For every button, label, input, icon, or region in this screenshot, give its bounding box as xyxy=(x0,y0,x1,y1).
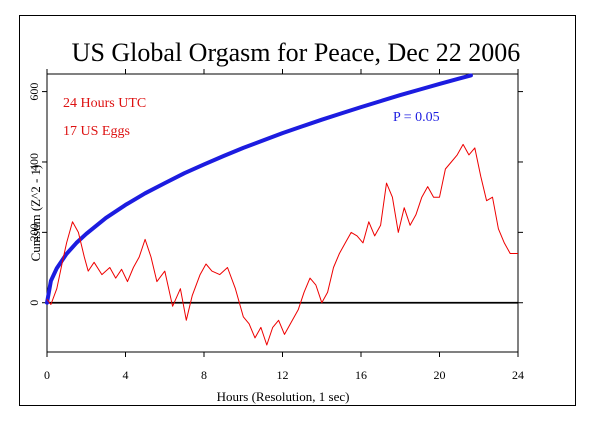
x-tick-label: 12 xyxy=(277,368,289,382)
plot-area xyxy=(46,73,519,353)
x-tick-label: 20 xyxy=(434,368,446,382)
chart-frame xyxy=(19,15,576,406)
period-annotation: 24 Hours UTC xyxy=(63,96,146,111)
p-value-annotation: P = 0.05 xyxy=(393,110,440,125)
eggs-annotation: 17 US Eggs xyxy=(63,124,130,139)
cumsum-line xyxy=(46,143,518,346)
x-tick-label: 4 xyxy=(123,368,129,382)
axis-tick-labels: 0 4 8 12 16 20 24 0 200 400 600 xyxy=(27,83,524,382)
x-tick-label: 8 xyxy=(201,368,207,382)
y-tick-label: 0 xyxy=(27,300,41,306)
y-tick-label: 400 xyxy=(27,153,41,171)
chart-title: US Global Orgasm for Peace, Dec 22 2006 xyxy=(72,38,521,67)
x-tick-label: 24 xyxy=(512,368,524,382)
axis-ticks xyxy=(42,69,523,357)
significance-envelope-line xyxy=(45,73,473,305)
y-tick-label: 200 xyxy=(27,223,41,241)
x-axis-label: Hours (Resolution, 1 sec) xyxy=(217,389,350,404)
y-axis-label: Cumsum (Z^2 - 1) xyxy=(28,165,43,262)
x-tick-label: 0 xyxy=(44,368,50,382)
y-tick-label: 600 xyxy=(27,83,41,101)
x-tick-label: 16 xyxy=(355,368,367,382)
